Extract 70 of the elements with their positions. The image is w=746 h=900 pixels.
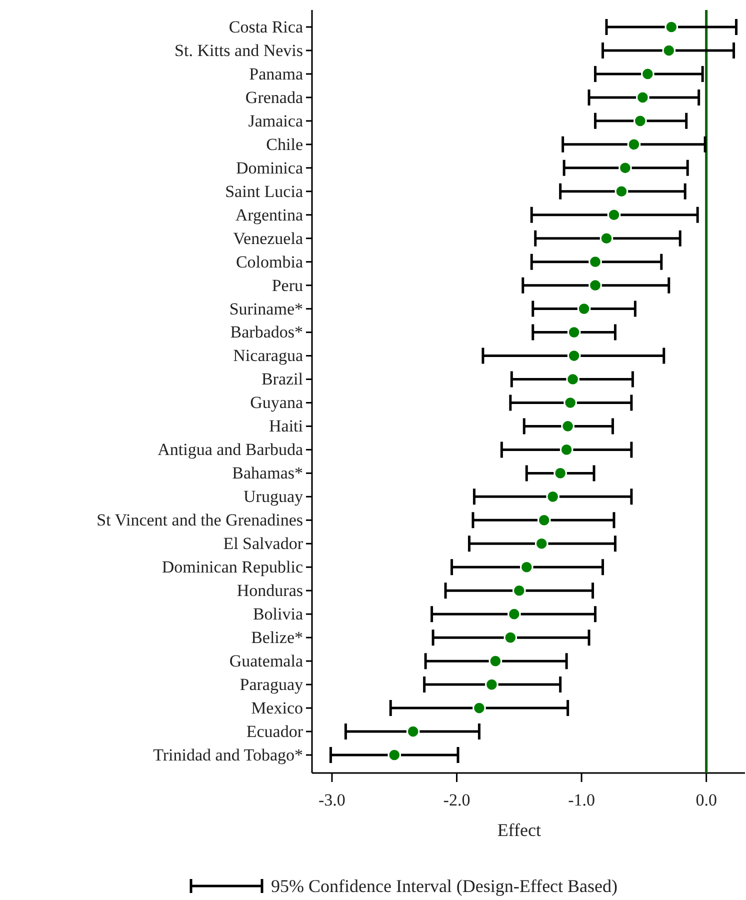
point [662, 44, 676, 58]
y-tick-label: Dominican Republic [162, 558, 304, 577]
point [485, 678, 498, 692]
point [634, 114, 647, 128]
point [534, 536, 548, 550]
y-tick-label: St. Kitts and Nevis [174, 40, 303, 60]
y-tick-label: Trinidad and Tobago* [153, 745, 303, 764]
point [614, 184, 628, 198]
point [537, 514, 551, 527]
y-tick-label: Bolivia [252, 604, 304, 624]
point [388, 748, 402, 762]
point [618, 161, 632, 175]
point [488, 654, 502, 668]
y-tick-label: Grenada [245, 88, 304, 107]
y-tick-label: St Vincent and the Grenadines [96, 510, 303, 530]
point [520, 560, 534, 574]
point [564, 396, 577, 410]
y-tick-label: Nicaragua [233, 346, 304, 366]
x-tick-label: -2.0 [443, 790, 470, 810]
point [566, 372, 580, 386]
y-tick-label: Paraguay [240, 674, 304, 694]
point [554, 466, 567, 480]
point [588, 255, 602, 268]
y-tick-label: Honduras [236, 581, 303, 600]
x-tick-label: -3.0 [318, 790, 346, 810]
y-tick-label: Panama [249, 64, 304, 84]
y-tick-label: Costa Rica [228, 17, 304, 36]
y-tick-label: Uruguay [244, 487, 304, 506]
y-tick-label: Argentina [235, 205, 304, 224]
y-tick-label: Chile [266, 134, 303, 154]
y-tick-label: Ecuador [246, 722, 304, 741]
y-tick-label: Dominica [236, 158, 304, 178]
point [546, 490, 560, 504]
y-tick-label: Suriname* [229, 299, 303, 318]
point [472, 701, 486, 715]
point [627, 138, 641, 152]
y-tick-label: Venezuela [233, 228, 304, 248]
y-tick-label: Saint Lucia [225, 182, 304, 201]
y-tick-label: Guyana [250, 393, 304, 412]
point [512, 584, 526, 598]
point [561, 420, 574, 433]
y-tick-label: Belize* [251, 628, 303, 648]
text: 95% Confidence Interval (Design-Effect Based) [271, 876, 618, 896]
x-axis-title: Effect [497, 820, 541, 840]
point [577, 302, 591, 316]
point [636, 90, 650, 104]
point [504, 630, 518, 644]
point [607, 208, 621, 222]
y-tick-label: Guatemala [229, 652, 304, 671]
y-tick-label: Bahamas* [232, 464, 303, 483]
point [641, 67, 654, 81]
y-tick-label: Jamaica [248, 111, 304, 130]
x-tick-label: 0.0 [696, 790, 717, 810]
point [588, 278, 602, 292]
y-tick-label: Mexico [251, 698, 303, 718]
y-tick-label: Brazil [261, 370, 304, 389]
point [507, 607, 521, 621]
x-tick-label: -1.0 [568, 790, 595, 810]
y-tick-label: Haiti [269, 416, 304, 436]
y-tick-label: El Salvador [223, 534, 304, 554]
y-tick-label: Peru [272, 276, 304, 295]
point [567, 349, 581, 362]
y-tick-label: Colombia [236, 252, 304, 272]
point [406, 724, 420, 738]
point [664, 20, 678, 34]
point [600, 232, 614, 246]
point [567, 326, 581, 339]
y-tick-label: Barbados* [230, 322, 303, 342]
point [560, 443, 574, 456]
y-tick-label: Antigua and Barbuda [158, 440, 304, 460]
